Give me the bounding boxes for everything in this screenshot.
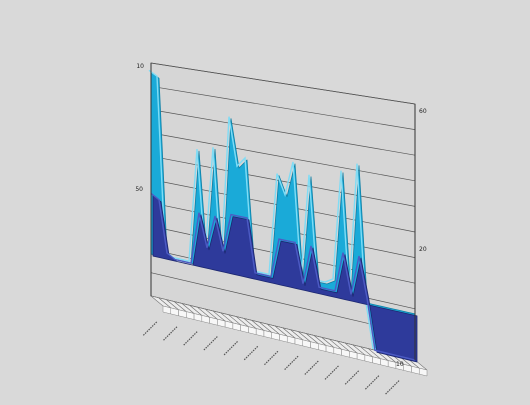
right-tick-label: 20 <box>419 246 427 253</box>
left-tick-label: 50 <box>135 186 143 193</box>
right-tick-label: 60 <box>419 108 427 115</box>
right-tick-label: 10 <box>396 361 404 368</box>
x-tick-label <box>324 366 338 380</box>
x-tick-label <box>385 381 399 395</box>
x-tick-label <box>143 322 157 336</box>
left-tick-label: 10 <box>136 63 144 70</box>
x-tick-label <box>365 376 379 390</box>
x-tick-label <box>224 341 238 355</box>
x-tick-label <box>163 327 177 341</box>
x-tick-label <box>244 346 258 360</box>
x-tick-label <box>304 361 318 375</box>
x-tick-label <box>183 332 197 346</box>
x-tick-label <box>264 351 278 365</box>
x-tick-label <box>203 337 217 351</box>
x-tick-label <box>345 371 359 385</box>
x-tick-label <box>284 356 298 370</box>
